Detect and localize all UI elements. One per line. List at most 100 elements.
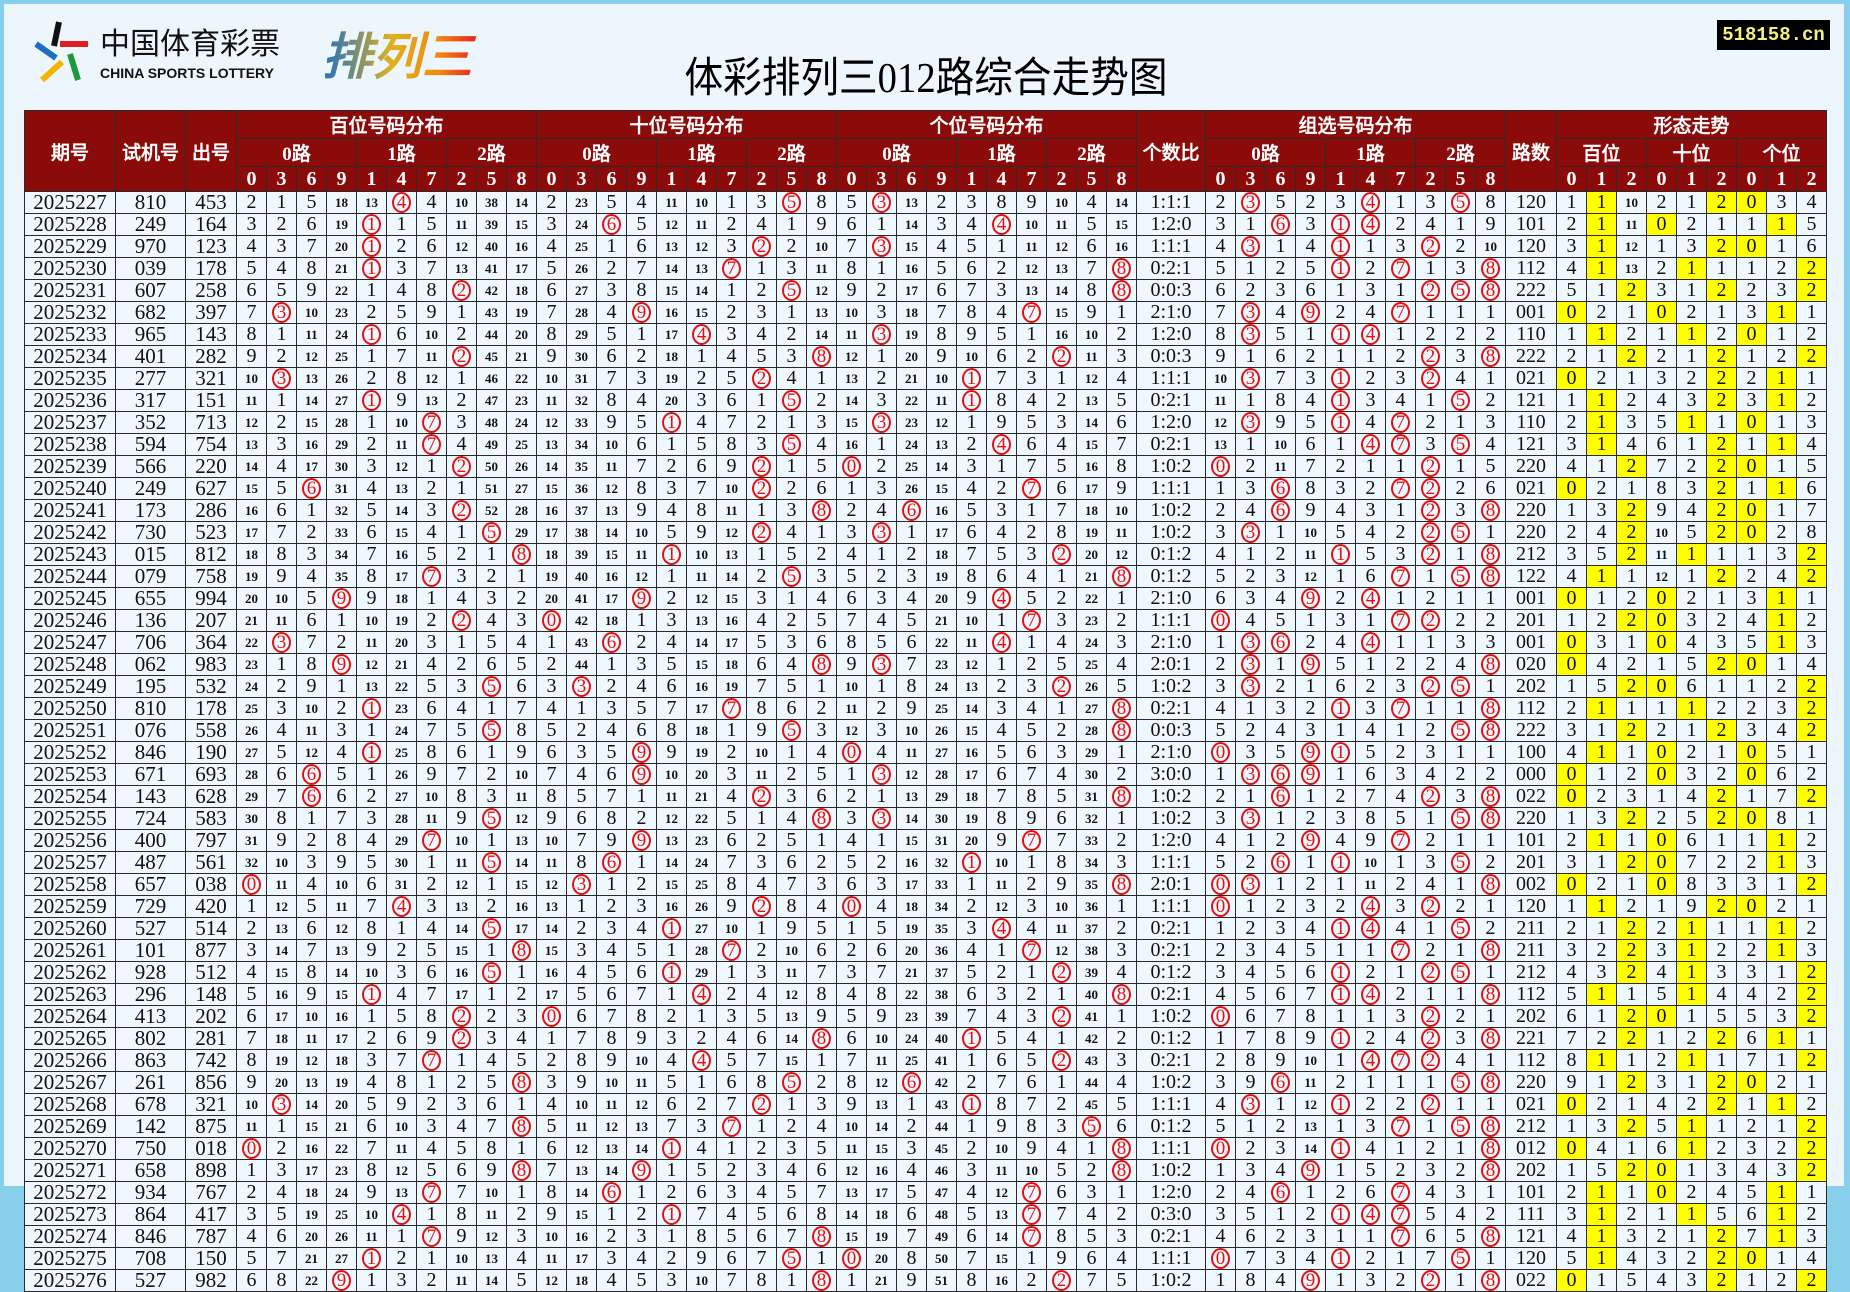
hundreds-omission-cell: 4 [236,235,267,258]
shape-omission-cell: 4 [1556,257,1587,280]
hundreds-omission-cell: 7 [506,697,537,720]
group-omission-cell: 3 [1445,345,1476,368]
tens-omission-cell: 2 [626,345,657,368]
shape-omission-cell: 11 [1616,213,1647,236]
hit-circle-marker: 1 [662,412,681,433]
group-omission-cell: 3 [1385,763,1416,786]
hundreds-hit-cell: 9 [326,1269,357,1292]
tens-omission-cell: 6 [686,1181,717,1204]
units-hit-cell: 7 [1016,1181,1047,1204]
tens-omission-cell: 1 [596,1203,627,1226]
shape-omission-cell: 2 [1736,697,1767,720]
tens-omission-cell: 6 [776,1203,807,1226]
hundreds-omission-cell: 3 [506,609,537,632]
hit-circle-marker: 4 [392,192,411,213]
road-ratio-cell: 0:2:1 [1136,983,1206,1006]
units-omission-cell: 3 [1046,411,1077,434]
hundreds-omission-cell: 44 [476,323,507,346]
hundreds-hit-cell: 0 [236,1137,267,1160]
units-omission-cell: 26 [926,719,957,742]
tens-omission-cell: 5 [746,631,777,654]
shape-omission-cell: 1 [1706,411,1737,434]
units-omission-cell: 8 [1046,1225,1077,1248]
shape-hit-cell: 2 [1706,785,1737,808]
hit-circle-marker: 5 [482,918,501,939]
hundreds-omission-cell: 11 [326,895,357,918]
tens-omission-cell: 3 [686,389,717,412]
hundreds-omission-cell: 11 [296,323,327,346]
hundreds-omission-cell: 13 [356,675,387,698]
shape-omission-cell: 6 [1796,235,1827,258]
group-hit-cell: 8 [1475,345,1506,368]
hundreds-omission-cell: 5 [356,1093,387,1116]
hit-circle-marker: 5 [1451,676,1470,697]
hit-circle-marker: 6 [602,632,621,653]
trial-number-cell: 724 [115,807,186,830]
tens-omission-cell: 7 [776,873,807,896]
period-cell: 2025268 [24,1093,116,1116]
table-row: 2025228 249 164 3 2 6 19 1 1 5 11 39 15 3 24 6 5 12 11 2 4 1 9… [24,213,1827,236]
shape-omission-cell: 3 [1616,785,1647,808]
tens-hit-cell: 8 [806,807,837,830]
hundreds-omission-cell: 22 [386,675,417,698]
tens-omission-cell: 6 [716,1071,747,1094]
group-omission-cell: 4 [1385,389,1416,412]
hit-circle-marker: 3 [872,412,891,433]
trial-number-cell: 657 [115,873,186,896]
logo-cn-text: 中国体育彩票 [100,27,280,62]
hit-circle-marker: 2 [452,610,471,631]
hundreds-omission-cell: 3 [416,1115,447,1138]
hundreds-omission-cell: 16 [446,961,477,984]
hit-circle-marker: 8 [1112,786,1131,807]
shape-hit-cell: 2 [1706,345,1737,368]
tens-omission-cell: 12 [716,521,747,544]
shape-omission-cell: 3 [1796,631,1827,654]
units-omission-cell: 1 [1046,697,1077,720]
hundreds-omission-cell: 13 [416,389,447,412]
tens-omission-cell: 1 [776,741,807,764]
hundreds-omission-cell: 9 [416,763,447,786]
tens-omission-cell: 2 [656,455,687,478]
hit-circle-marker: 2 [452,280,471,301]
shape-omission-cell: 12 [1616,235,1647,258]
group-omission-cell: 4 [1295,1247,1326,1270]
road-pattern-cell: 000 [1505,763,1557,786]
shape-omission-cell: 1 [1556,807,1587,830]
hundreds-omission-cell: 16 [236,499,267,522]
units-omission-cell: 6 [956,1225,987,1248]
trial-number-cell: 863 [115,1049,186,1072]
hundreds-omission-cell: 23 [326,301,357,324]
hundreds-omission-cell: 2 [266,411,297,434]
group-hit-cell: 8 [1475,1225,1506,1248]
header-shape-digit-2: 2 [1706,166,1737,192]
shape-omission-cell: 1 [1616,983,1647,1006]
hundreds-hit-cell: 5 [476,719,507,742]
group-omission-cell: 4 [1205,1093,1236,1116]
shape-omission-cell: 4 [1796,191,1827,214]
group-omission-cell: 3 [1265,1247,1296,1270]
shape-hit-cell: 0 [1556,587,1587,610]
table-row: 2025257 487 561 32 10 3 9 5 30 1 11 5 14 11 8 6 1 14 24 7 3 6… [24,851,1827,874]
road-ratio-cell: 0:0:3 [1136,279,1206,302]
header-shape-0: 百位 [1556,138,1647,167]
hundreds-omission-cell: 7 [386,1049,417,1072]
units-omission-cell: 3 [986,983,1017,1006]
hit-circle-marker: 2 [1421,236,1440,257]
group-hit-cell: 7 [1385,301,1416,324]
hundreds-omission-cell: 7 [356,895,387,918]
hundreds-omission-cell: 5 [416,213,447,236]
units-hit-cell: 8 [1106,697,1137,720]
units-omission-cell: 14 [896,807,927,830]
units-omission-cell: 2 [1106,917,1137,940]
shape-hit-cell: 2 [1616,1115,1647,1138]
units-omission-cell: 9 [1016,807,1047,830]
hundreds-omission-cell: 17 [446,983,477,1006]
header-digit-6: 6 [896,166,927,192]
group-hit-cell: 8 [1475,983,1506,1006]
group-hit-cell: 6 [1265,213,1296,236]
hit-circle-marker: 5 [782,192,801,213]
table-row: 2025249 195 532 24 2 9 1 13 22 5 3 5 6 3 3 2 4 6 16 19 7 5 1 10… [24,675,1827,698]
units-omission-cell: 1 [836,917,867,940]
tens-omission-cell: 11 [536,851,567,874]
shape-omission-cell: 10 [1646,521,1677,544]
